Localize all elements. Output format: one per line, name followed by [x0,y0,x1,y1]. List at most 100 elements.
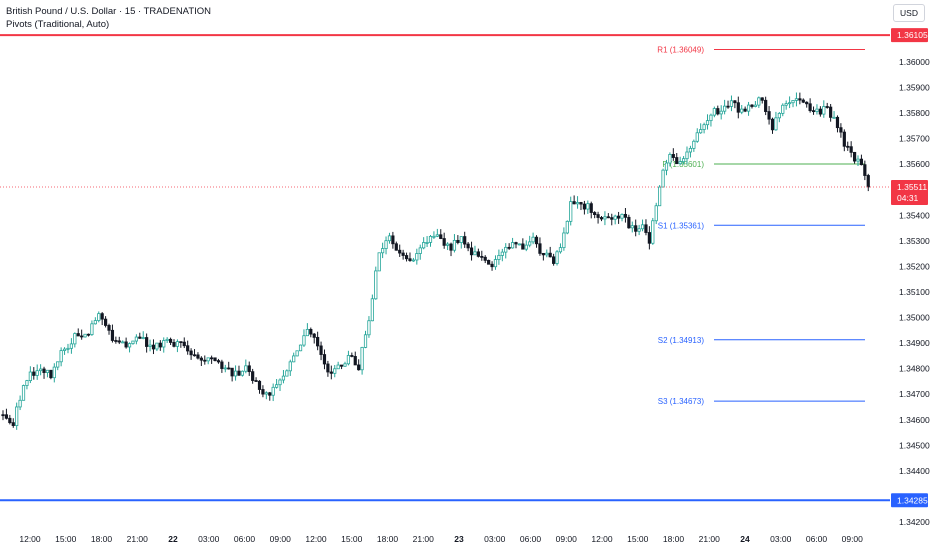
candle-body [230,367,234,377]
candle [647,226,651,250]
candle [76,328,80,337]
candle [42,366,46,379]
candle-body [172,342,176,347]
candle [151,339,156,355]
candle [753,101,758,108]
candle-body [770,118,775,131]
candle-body [805,101,809,105]
candle-body [767,111,771,120]
candle [784,100,788,110]
candle-body [849,146,853,153]
candle [1,410,5,421]
candle-body [859,158,864,166]
candle-body [56,361,60,368]
candle [801,98,805,104]
candle [182,337,186,349]
candle [391,231,395,249]
candle-body [261,389,265,395]
candle [240,370,244,377]
symbol-title[interactable]: British Pound / U.S. Dollar · 15 · TRADE… [6,6,212,17]
time-axis[interactable]: 12:00 15:00 18:00 21:00 22 03:00 06:00 09:00 12:… [19,534,863,544]
candle [702,122,706,134]
candle [558,243,563,254]
candle-body [131,340,135,345]
candle [343,361,347,367]
candle [808,98,812,113]
candle [148,339,152,352]
indicator-title[interactable]: Pivots (Traditional, Auto) [6,19,110,30]
candle-body [832,116,836,119]
candle-body [394,243,398,251]
candle-body [736,102,740,113]
candle [675,152,679,165]
candle [394,241,398,251]
candle-body [216,360,221,363]
time-tick-label: 09:00 [842,534,864,544]
candle-body [134,336,138,342]
candle-body [425,241,429,244]
candle-body [408,258,412,261]
candle [859,154,864,166]
candle-body [469,247,474,256]
candle-body [418,247,422,254]
candle-body [490,263,494,268]
candle [398,244,402,257]
candle [733,100,737,109]
candle [384,236,388,255]
candle-body [76,333,80,337]
candle [586,200,590,214]
candle-body [562,232,566,249]
candle-body [449,243,453,251]
candle [750,104,754,109]
candle [322,349,327,370]
candle [35,364,39,380]
candle [664,159,669,176]
candle-body [268,392,272,396]
candle-body [671,154,675,158]
candle-body [637,228,641,232]
candle-body [480,255,484,258]
candle-body [240,370,244,376]
candle [852,151,857,164]
candle-body [473,251,477,256]
candle [432,231,436,239]
candle [192,349,197,357]
candle [794,92,799,107]
candle-body [312,333,316,338]
horizontal-levels [0,34,890,502]
candle-body [640,224,645,230]
candle-body [107,325,111,331]
candle [746,101,751,116]
candle [449,242,453,257]
candle-body [620,213,624,219]
candle [339,364,344,370]
candle-body [343,363,347,367]
candle [387,232,392,244]
candle [534,235,539,248]
time-tick-label: 23 [454,534,464,544]
candle [86,333,91,337]
candle-body [630,225,634,229]
candle [80,329,84,340]
candle [292,352,296,363]
candle [336,361,340,370]
candle-body [808,103,812,112]
candle-body [247,365,251,373]
candle [165,337,169,344]
candle-body [336,364,340,370]
candle [110,324,115,343]
candle-body [411,259,416,262]
candle-body [127,343,132,348]
candle [596,211,600,224]
currency-button[interactable]: USD [893,4,925,22]
price-axis[interactable]: 1.36000 1.35900 1.35800 1.35700 1.35600 1.354… [899,57,930,527]
candle-body [25,380,29,386]
candle [620,213,624,222]
candle-body [705,120,710,126]
candle [719,105,723,120]
candle-body [760,97,764,101]
candle [251,368,255,384]
